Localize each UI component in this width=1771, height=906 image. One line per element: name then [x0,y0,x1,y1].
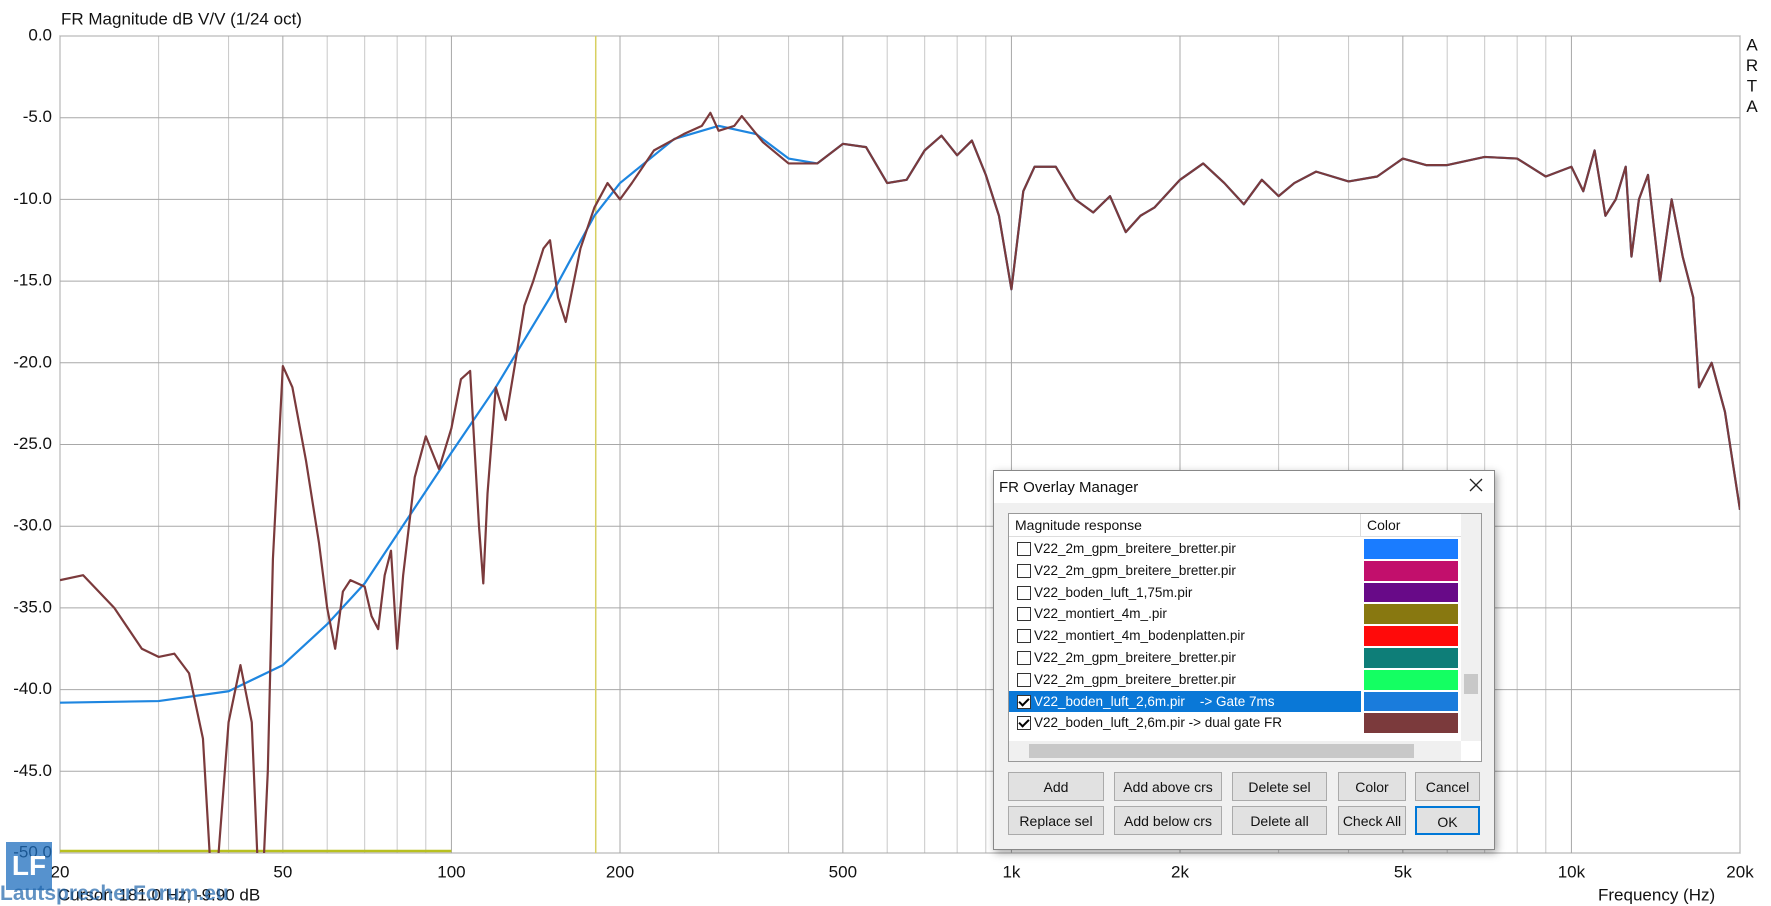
x-tick-label: 50 [273,862,292,881]
row-name: V22_2m_gpm_breitere_bretter.pir [1034,541,1236,556]
y-tick-label: 0.0 [28,25,52,44]
y-tick-label: -5.0 [23,107,52,126]
x-axis-label: Frequency (Hz) [1598,885,1715,904]
brand-letter: R [1746,56,1758,75]
y-tick-label: -35.0 [13,597,52,616]
x-tick-label: 10k [1558,862,1586,881]
y-tick-label: -15.0 [13,271,52,290]
list-row[interactable]: V22_montiert_4m_bodenplatten.pir [1009,625,1458,647]
y-tick-label: -45.0 [13,761,52,780]
list-row[interactable]: V22_2m_gpm_breitere_bretter.pir [1009,647,1458,669]
checkbox[interactable] [1017,672,1031,687]
brand-letter: A [1746,35,1758,54]
checkbox[interactable] [1017,585,1031,600]
checkbox[interactable] [1017,607,1031,622]
checkbox[interactable] [1017,716,1031,731]
row-name: V22_boden_luft_2,6m.pir -> Gate 7ms [1009,690,1361,713]
row-name: V22_2m_gpm_breitere_bretter.pir [1034,562,1236,578]
row-name: V22_boden_luft_1,75m.pir [1034,584,1193,600]
checkbox[interactable] [1017,629,1031,644]
list-row[interactable]: V22_boden_luft_2,6m.pir -> Gate 7ms [1009,690,1458,713]
row-name: V22_montiert_4m_.pir [1034,606,1167,622]
plot-lines [60,111,1740,853]
horizontal-scrollbar[interactable] [1009,741,1461,761]
color-swatch[interactable] [1364,669,1458,690]
button[interactable]: Check All [1338,806,1406,835]
watermark-text: LautsprecherForum.eu [0,882,229,905]
color-swatch[interactable] [1364,560,1458,581]
row-name: V22_2m_gpm_breitere_bretter.pir [1034,650,1236,665]
list-view: Magnitude response Color V22_2m_gpm_brei… [1008,513,1482,762]
dialog-title: FR Overlay Manager [999,479,1139,496]
button[interactable]: Color [1338,772,1406,801]
color-swatch[interactable] [1364,713,1458,734]
checkbox[interactable] [1017,651,1031,665]
x-tick-label: 20k [1726,862,1754,881]
color-swatch[interactable] [1364,648,1458,668]
x-tick-label: 20 [51,862,70,881]
close-button[interactable] [1468,477,1484,493]
list-row[interactable]: V22_boden_luft_1,75m.pir [1009,582,1458,604]
color-swatch[interactable] [1364,539,1458,559]
x-tick-label: 200 [606,862,634,881]
title-bar: FR Overlay Manager [994,471,1494,503]
response-line [60,111,1740,853]
x-tick-label: 1k [1002,862,1020,881]
chart-title: FR Magnitude dB V/V (1/24 oct) [61,9,302,28]
list-row[interactable]: V22_2m_gpm_breitere_bretter.pir [1009,560,1458,582]
button[interactable]: Add below crs [1114,806,1222,835]
list-row[interactable]: V22_2m_gpm_breitere_bretter.pir [1009,669,1458,691]
x-tick-label: 500 [829,862,857,881]
button[interactable]: Replace sel [1008,806,1104,835]
button[interactable]: Delete sel [1232,772,1327,801]
brand-letter: A [1746,97,1758,116]
vertical-scrollbar[interactable] [1461,514,1481,741]
color-swatch[interactable] [1364,626,1458,646]
color-swatch[interactable] [1364,604,1458,625]
list-row[interactable]: V22_2m_gpm_breitere_bretter.pir [1009,538,1458,560]
y-tick-label: -25.0 [13,434,52,453]
column-header[interactable]: Magnitude response [1009,514,1361,537]
y-tick-label: -20.0 [13,352,52,371]
x-tick-label: 100 [437,862,465,881]
overlay-dialog: FR Overlay Manager Magnitude response Co… [993,470,1495,850]
row-name: V22_boden_luft_2,6m.pir -> dual gate FR [1034,715,1283,731]
list-row[interactable]: V22_montiert_4m_.pir [1009,603,1458,625]
list-row[interactable]: V22_boden_luft_2,6m.pir -> dual gate FR [1009,712,1458,734]
brand-letter: T [1747,76,1757,95]
watermark-logo: LF [6,842,52,890]
button[interactable]: Add above crs [1114,772,1222,801]
x-tick-label: 2k [1171,862,1189,881]
y-tick-label: -30.0 [13,516,52,535]
cursor-readout: Cursor: 181.0 Hz, -9.90 dB [58,885,260,904]
row-name: V22_montiert_4m_bodenplatten.pir [1034,628,1245,644]
checkbox[interactable] [1017,694,1031,709]
button[interactable]: Delete all [1232,806,1327,835]
color-swatch[interactable] [1364,582,1458,603]
checkbox[interactable] [1017,542,1031,556]
column-header[interactable]: Color [1361,514,1461,537]
button[interactable]: Cancel [1415,772,1480,801]
y-tick-label: -40.0 [13,679,52,698]
checkbox[interactable] [1017,563,1031,578]
button[interactable]: OK [1415,806,1480,835]
row-name: V22_2m_gpm_breitere_bretter.pir [1034,671,1236,687]
color-swatch[interactable] [1364,691,1458,712]
button[interactable]: Add [1008,772,1104,801]
y-tick-label: -10.0 [13,189,52,208]
x-tick-label: 5k [1394,862,1412,881]
